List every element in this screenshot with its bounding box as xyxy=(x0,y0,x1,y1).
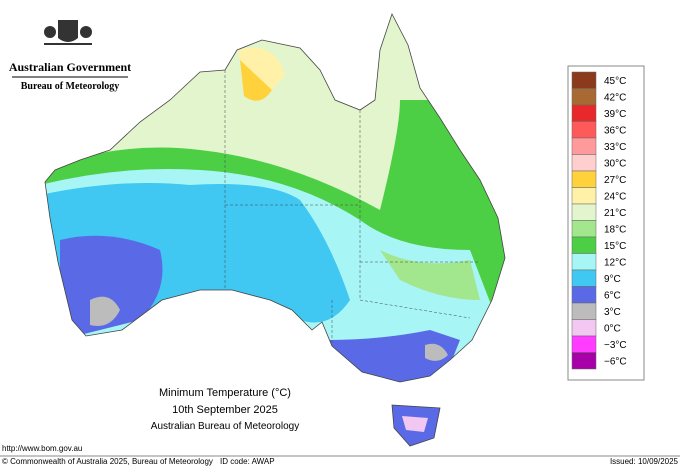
footer-copyright: © Commonwealth of Australia 2025, Bureau… xyxy=(2,457,213,466)
legend-label: 0°C xyxy=(604,323,621,334)
map-title: Minimum Temperature (°C) xyxy=(159,387,291,399)
legend-label: 27°C xyxy=(604,175,626,186)
legend-swatch xyxy=(571,154,597,172)
legend-label: 12°C xyxy=(604,257,626,268)
bureau-name: Bureau of Meteorology xyxy=(21,81,120,92)
legend-label: 39°C xyxy=(604,109,626,120)
legend-label: 21°C xyxy=(604,208,626,219)
legend-swatch xyxy=(571,253,597,271)
legend-label: 33°C xyxy=(604,142,626,153)
legend-swatch xyxy=(571,319,597,337)
legend: 45°C 42°C 39°C 36°C 33°C 30°C 27°C 24°C 21°C 18°C… xyxy=(571,71,627,370)
legend-label: 45°C xyxy=(604,76,626,87)
legend-swatch xyxy=(571,203,597,221)
tasmania-zone xyxy=(402,416,428,432)
gov-name: Australian Government xyxy=(9,60,131,74)
legend-swatch xyxy=(571,335,597,353)
legend-label: 36°C xyxy=(604,125,626,136)
legend-swatch xyxy=(571,220,597,238)
state-borders xyxy=(224,70,480,346)
map-source: Australian Bureau of Meteorology xyxy=(151,421,299,432)
legend-swatch xyxy=(571,88,597,106)
legend-swatch xyxy=(571,236,597,254)
footer-id: ID code: AWAP xyxy=(220,457,275,466)
legend-swatch xyxy=(571,170,597,188)
map-date: 10th September 2025 xyxy=(172,404,278,416)
footer-url: http://www.bom.gov.au xyxy=(2,444,82,453)
legend-label: 42°C xyxy=(604,92,626,103)
legend-label: 18°C xyxy=(604,224,626,235)
legend-swatch xyxy=(571,71,597,89)
legend-swatch xyxy=(571,137,597,155)
legend-swatch xyxy=(571,352,597,370)
legend-swatch xyxy=(571,104,597,122)
legend-label: 9°C xyxy=(604,274,621,285)
legend-label: 6°C xyxy=(604,290,621,301)
crest xyxy=(44,20,92,45)
legend-label: 24°C xyxy=(604,191,626,202)
legend-swatch xyxy=(571,302,597,320)
legend-label: 3°C xyxy=(604,307,621,318)
legend-label: −6°C xyxy=(604,356,627,367)
legend-swatch xyxy=(571,121,597,139)
legend-swatch xyxy=(571,286,597,304)
footer-issued: Issued: 10/09/2025 xyxy=(610,457,679,466)
legend-label: 30°C xyxy=(604,158,626,169)
legend-swatch xyxy=(571,187,597,205)
legend-label: 15°C xyxy=(604,241,626,252)
legend-swatch xyxy=(571,269,597,287)
legend-label: −3°C xyxy=(604,340,627,351)
